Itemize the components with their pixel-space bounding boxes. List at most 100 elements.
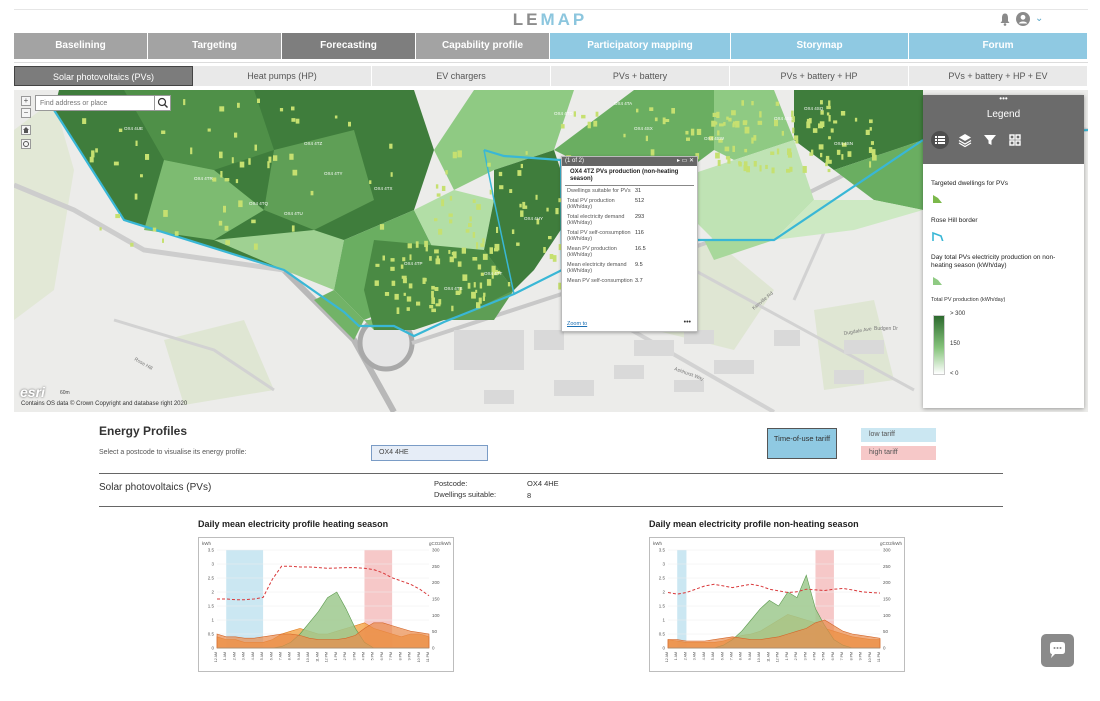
dwelling-building xyxy=(91,150,95,158)
x-tick-label: 10 PM xyxy=(417,652,421,662)
y-tick-label: 3 xyxy=(211,562,214,567)
subtab-5[interactable]: PVs + battery + HP + EV xyxy=(909,66,1088,86)
dwelling-building xyxy=(472,257,478,261)
dwelling-building xyxy=(786,168,791,173)
nav-tab-capability-profile[interactable]: Capability profile xyxy=(416,33,550,59)
dwelling-building xyxy=(759,111,762,118)
dwelling-building xyxy=(407,243,412,249)
dwelling-building xyxy=(220,171,223,178)
series-area-2 xyxy=(216,622,430,649)
popup-row: Total electricity demand (kWh/day) 293 xyxy=(567,214,692,226)
popup-row: Mean electricity demand (kWh/day) 9.5 xyxy=(567,262,692,274)
nav-tab-participatory-mapping[interactable]: Participatory mapping xyxy=(550,33,731,59)
dwelling-building xyxy=(396,307,400,314)
esri-logo: esri xyxy=(20,384,45,400)
popup-row-key: Mean PV self-consumption xyxy=(567,278,633,284)
x-tick-label: 5 PM xyxy=(371,652,375,660)
dwelling-building xyxy=(482,238,485,244)
more-options-icon[interactable]: ••• xyxy=(683,319,691,326)
x-tick-label: 9 PM xyxy=(859,652,863,660)
nav-tab-baselining[interactable]: Baselining xyxy=(14,33,148,59)
high-tariff-key: high tariff xyxy=(861,446,936,460)
chat-button[interactable] xyxy=(1041,634,1074,667)
search-button[interactable] xyxy=(154,96,170,110)
dwelling-building xyxy=(548,236,552,240)
subtab-3[interactable]: PVs + battery xyxy=(551,66,730,86)
dwelling-building xyxy=(732,123,735,128)
nav-tab-forum[interactable]: Forum xyxy=(909,33,1088,59)
dwelling-building xyxy=(573,111,576,117)
dwelling-building xyxy=(717,130,720,136)
dwelling-building xyxy=(744,126,750,134)
dwelling-building xyxy=(482,296,485,301)
zoom-to-link[interactable]: Zoom to xyxy=(567,321,588,327)
dwelling-building xyxy=(825,159,828,164)
dwelling-building xyxy=(724,146,730,152)
zone-label: OX4 4TR xyxy=(194,176,214,181)
chevron-down-icon[interactable]: ⌄ xyxy=(1035,13,1044,24)
dwelling-building xyxy=(825,162,828,167)
address-search[interactable]: Find address or place xyxy=(35,95,171,111)
search-input[interactable]: Find address or place xyxy=(40,100,108,107)
nav-tab-forecasting[interactable]: Forecasting xyxy=(282,33,416,59)
x-tick-label: 8 PM xyxy=(398,652,402,660)
map-popup[interactable]: (1 of 2) ▸ ▭ ✕ OX4 4TZ PVs production (n… xyxy=(561,156,698,332)
x-tick-label: 3 PM xyxy=(352,652,356,660)
x-tick-label: 5 PM xyxy=(822,652,826,660)
subtab-4[interactable]: PVs + battery + HP xyxy=(730,66,909,86)
subtab-0[interactable]: Solar photovoltaics (PVs) xyxy=(14,66,193,86)
x-tick-label: 11 AM xyxy=(315,652,319,662)
dwelling-building xyxy=(431,290,434,298)
x-tick-label: 5 AM xyxy=(260,652,264,660)
dwelling-building xyxy=(480,243,485,248)
legend-panel: ••• Legend T xyxy=(923,95,1084,408)
dwelling-building xyxy=(457,261,462,267)
dwelling-building xyxy=(595,111,599,117)
home-button[interactable] xyxy=(21,125,31,135)
brand-logo[interactable]: LEMAP xyxy=(512,10,588,29)
dwelling-building xyxy=(455,290,461,295)
layers-icon[interactable] xyxy=(956,131,974,149)
nav-tab-targeting[interactable]: Targeting xyxy=(148,33,282,59)
dwelling-building xyxy=(690,128,695,136)
dwelling-building xyxy=(645,135,648,142)
map-view[interactable]: OX4 4UE OX4 4TZ OX4 4TY OX4 4TX OX4 4TU OX4 4… xyxy=(14,90,1088,412)
popup-controls[interactable]: ▸ ▭ ✕ xyxy=(676,158,694,164)
y-tick-label: 0.5 xyxy=(659,632,666,637)
grid-icon[interactable] xyxy=(1006,131,1024,149)
locate-button[interactable] xyxy=(21,139,31,149)
subtab-2[interactable]: EV chargers xyxy=(372,66,551,86)
time-of-use-tariff-button[interactable]: Time-of-use tariff xyxy=(767,428,837,459)
dwelling-building xyxy=(791,110,794,117)
avatar-icon[interactable] xyxy=(1016,12,1030,26)
nav-tab-storymap[interactable]: Storymap xyxy=(731,33,909,59)
dwelling-building xyxy=(449,256,454,263)
dwelling-building xyxy=(291,225,295,232)
map-canvas[interactable]: OX4 4UE OX4 4TZ OX4 4TY OX4 4TX OX4 4TU OX4 4… xyxy=(14,90,1088,412)
user-menu[interactable]: ⌄ xyxy=(998,12,1048,28)
dwelling-building xyxy=(841,142,847,147)
zoom-out-button[interactable]: − xyxy=(21,108,31,118)
x-tick-label: 12 AM xyxy=(665,652,669,662)
dwelling-building xyxy=(744,148,748,153)
legend-list-icon[interactable] xyxy=(931,131,949,149)
dwelling-building xyxy=(870,141,874,145)
subtab-1[interactable]: Heat pumps (HP) xyxy=(193,66,372,86)
postcode-input[interactable]: OX4 4HE xyxy=(371,445,488,461)
dwelling-building xyxy=(828,100,831,106)
dwelling-building xyxy=(593,120,598,127)
dwelling-building xyxy=(828,136,831,140)
dwelling-building xyxy=(406,296,412,302)
x-tick-label: 4 AM xyxy=(702,652,706,660)
dwelling-building xyxy=(715,121,718,125)
zoom-in-button[interactable]: + xyxy=(21,96,31,106)
x-tick-label: 8 AM xyxy=(288,652,292,660)
dwelling-building xyxy=(268,156,272,163)
popup-row-value: 16.5 xyxy=(635,246,646,252)
dwelling-building xyxy=(441,185,446,191)
filter-icon[interactable] xyxy=(981,131,999,149)
bell-icon[interactable] xyxy=(1000,13,1010,26)
zone-label: OX4 4TS xyxy=(444,286,463,291)
popup-row-key: Mean electricity demand (kWh/day) xyxy=(567,262,627,274)
legend-menu-icon[interactable]: ••• xyxy=(999,94,1008,103)
